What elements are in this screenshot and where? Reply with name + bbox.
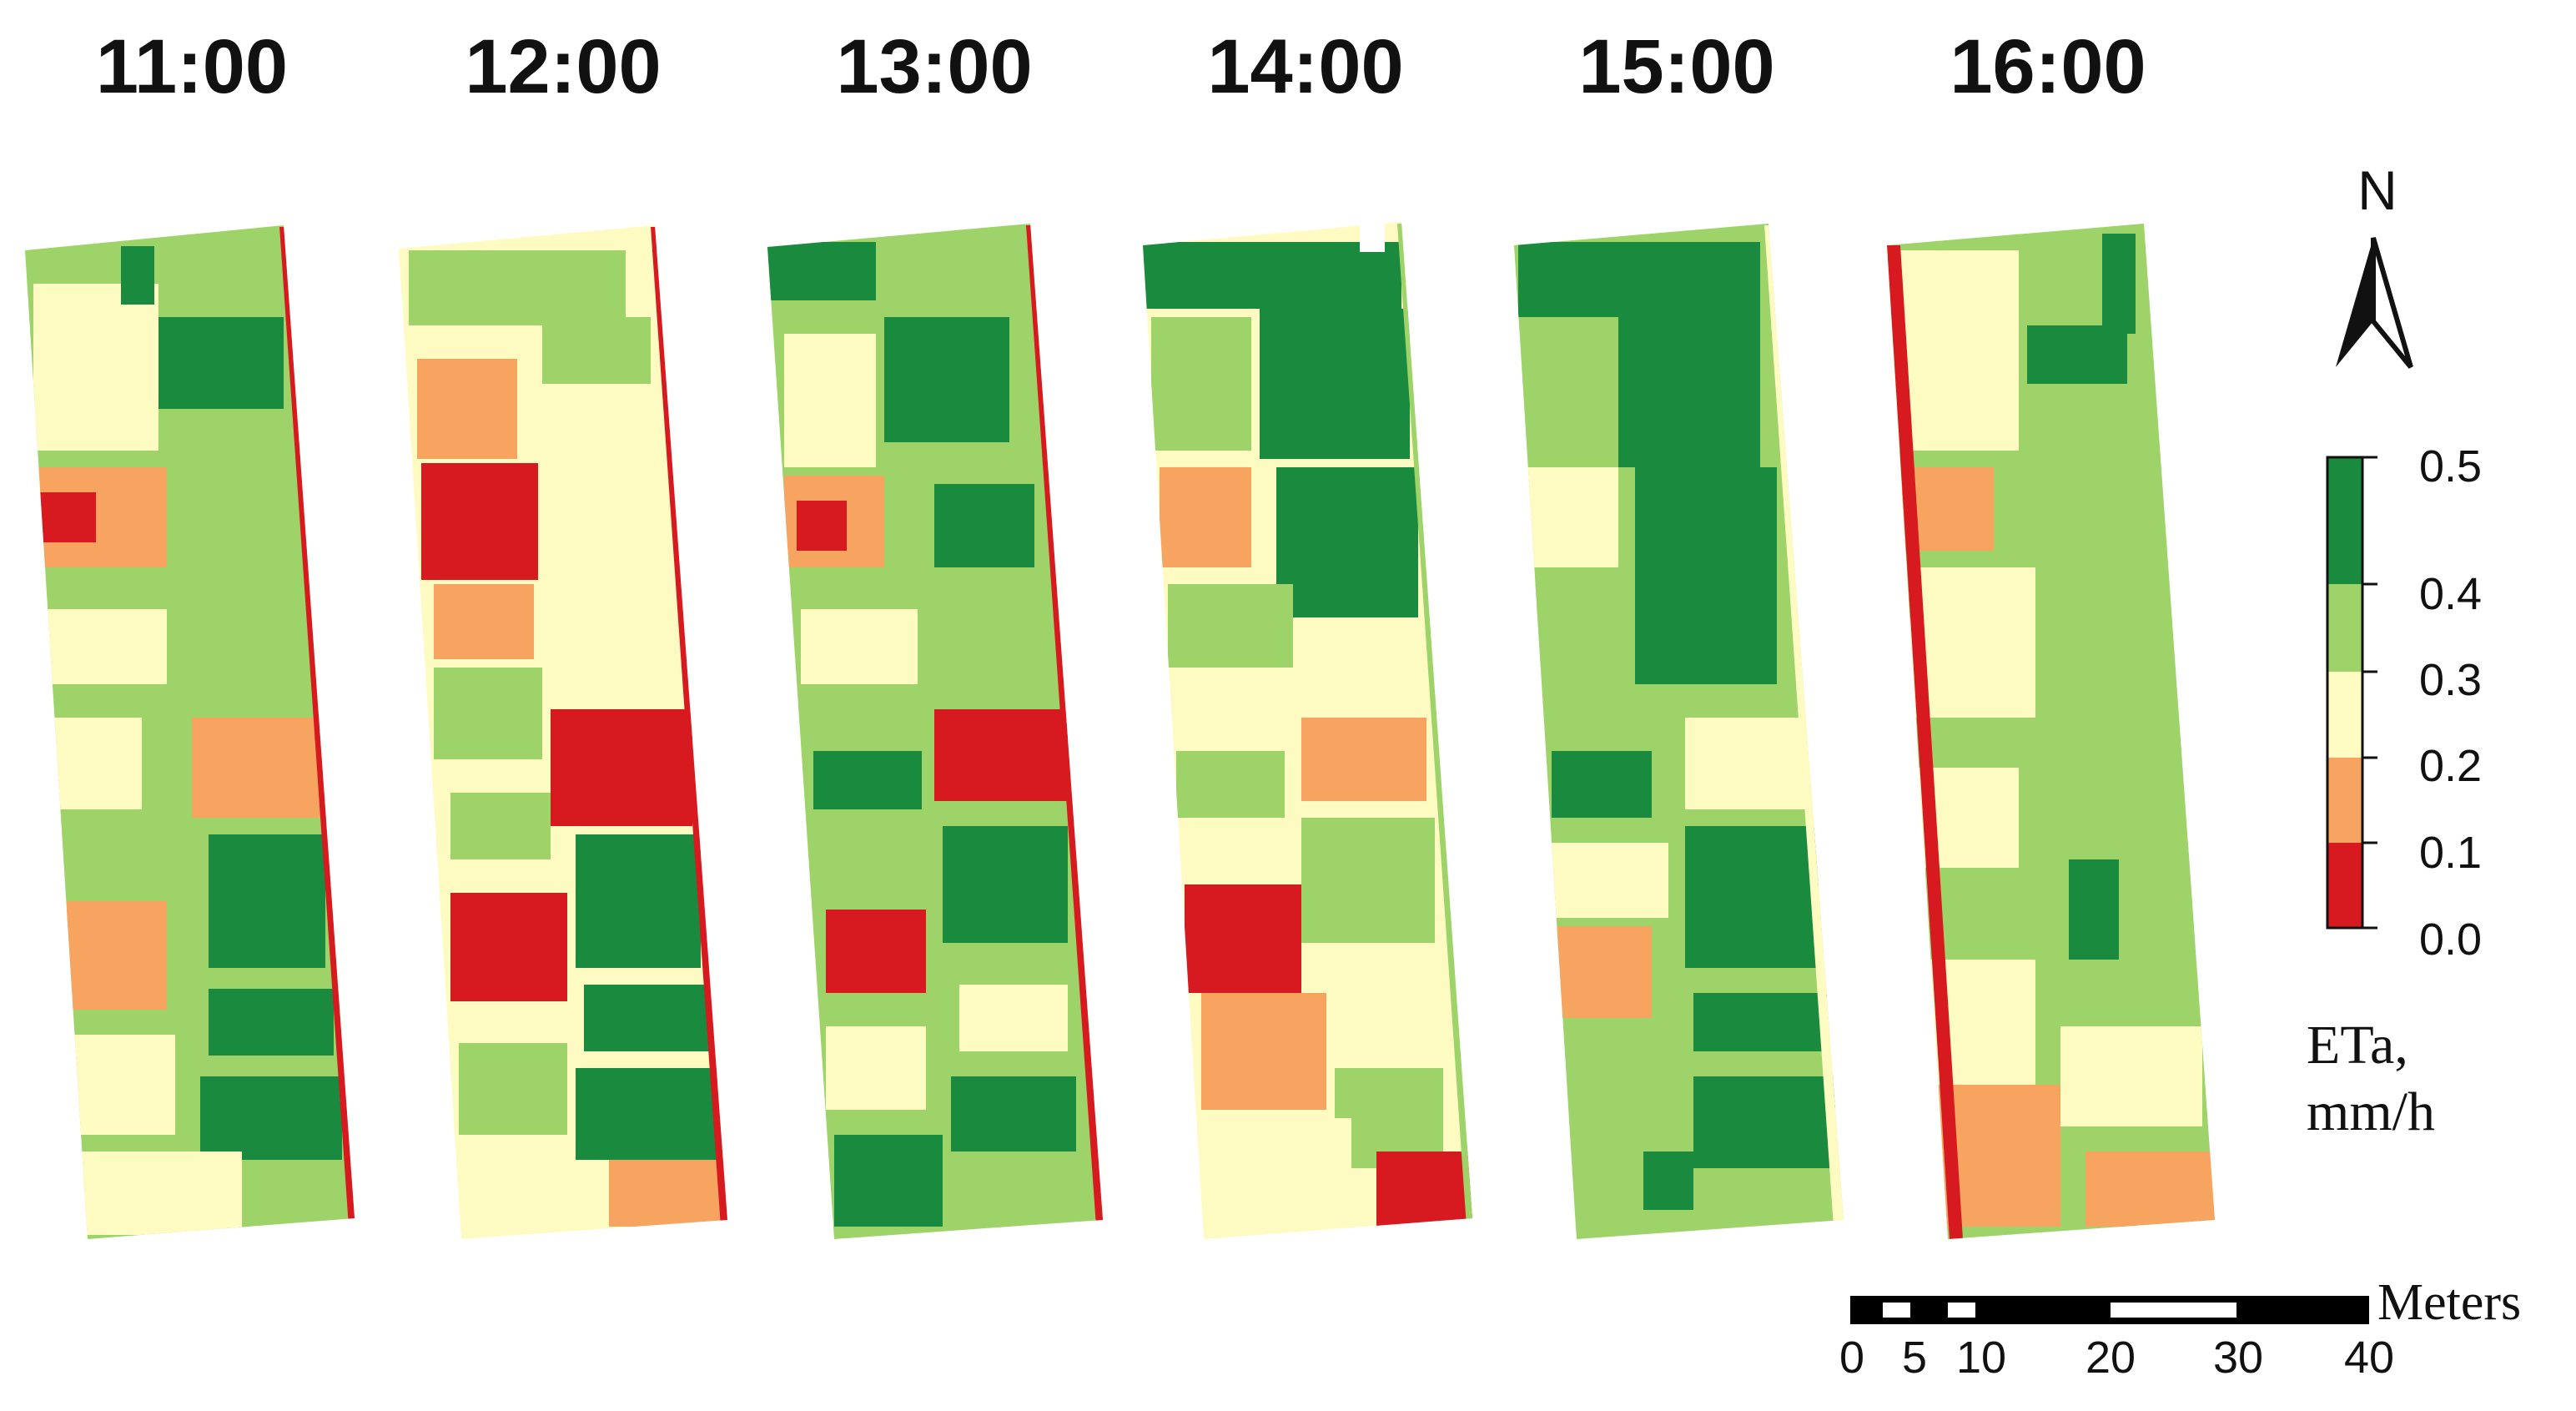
map-panel-1200 bbox=[399, 225, 727, 1239]
scale-label-0: 0 bbox=[1839, 1333, 1865, 1383]
legend-tick-02: 0.2 bbox=[2419, 741, 2483, 791]
legend-color-bar bbox=[2326, 456, 2377, 930]
legend-swatch-0.2-0.3 bbox=[2327, 672, 2362, 758]
map-panel-1500 bbox=[1514, 224, 1844, 1239]
panel-title-1600: 16:00 bbox=[1950, 24, 2146, 109]
legend-title-line2: mm/h bbox=[2307, 1081, 2436, 1142]
scale-label-5: 5 bbox=[1901, 1333, 1928, 1383]
panel-title-1200: 12:00 bbox=[465, 24, 662, 109]
legend-title-line1: ETa, bbox=[2307, 1015, 2408, 1076]
scale-label-10: 10 bbox=[1955, 1333, 2007, 1383]
legend-swatch-0.0-0.1 bbox=[2327, 843, 2362, 928]
scale-bar-unit: Meters bbox=[2377, 1274, 2522, 1331]
legend-tick-05: 0.5 bbox=[2419, 441, 2483, 491]
map-panel-1300 bbox=[767, 224, 1103, 1239]
panel-title-1400: 14:00 bbox=[1207, 24, 1404, 109]
map-panel-1600 bbox=[1887, 224, 2215, 1239]
map-panel-1400 bbox=[1143, 222, 1472, 1239]
legend-tick-01: 0.1 bbox=[2419, 828, 2483, 878]
legend-outline bbox=[2326, 456, 2364, 930]
legend-swatch-0.4-0.5 bbox=[2327, 457, 2362, 584]
scale-label-20: 20 bbox=[2085, 1333, 2136, 1383]
panel-title-1500: 15:00 bbox=[1578, 24, 1775, 109]
scale-label-30: 30 bbox=[2212, 1333, 2264, 1383]
panel-title-1100: 11:00 bbox=[95, 24, 289, 109]
legend-tick-03: 0.3 bbox=[2419, 655, 2483, 705]
scale-bar bbox=[1850, 1296, 2369, 1324]
north-arrow-icon bbox=[2336, 237, 2413, 369]
legend-swatch-0.1-0.2 bbox=[2327, 758, 2362, 843]
legend-swatch-0.3-0.4 bbox=[2327, 584, 2362, 672]
scale-label-40: 40 bbox=[2343, 1333, 2395, 1383]
map-panel-1100 bbox=[25, 225, 355, 1239]
legend-tick-00: 0.0 bbox=[2419, 915, 2483, 965]
legend-tick-04: 0.4 bbox=[2419, 569, 2483, 619]
north-label: N bbox=[2357, 159, 2397, 221]
panel-title-1300: 13:00 bbox=[836, 24, 1033, 109]
